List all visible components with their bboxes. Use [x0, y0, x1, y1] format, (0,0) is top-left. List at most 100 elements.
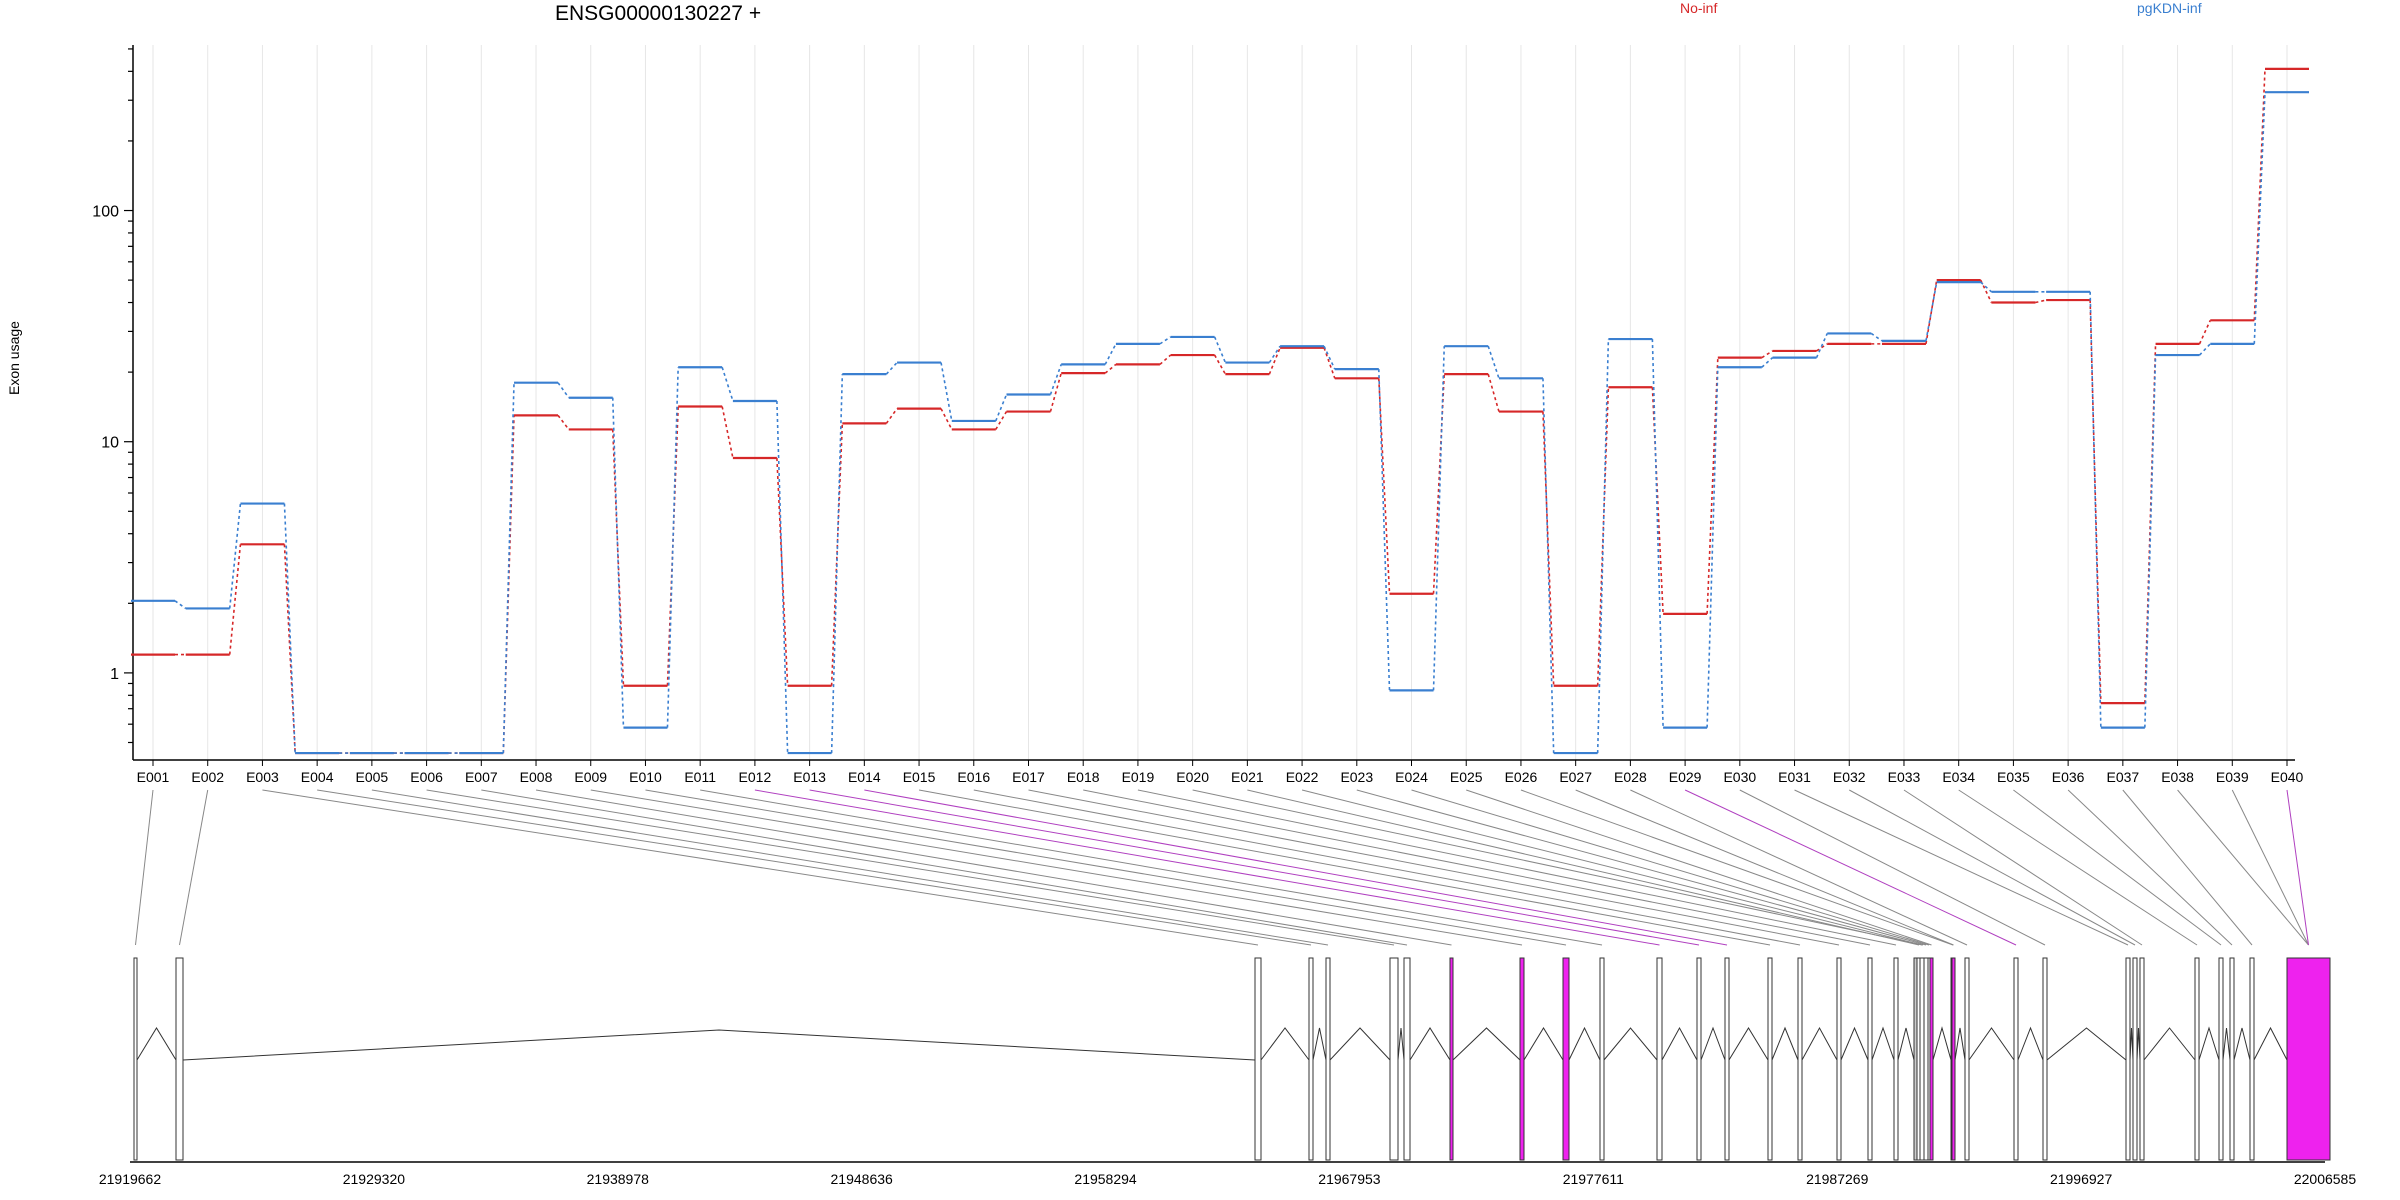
exon-connector-line: [1049, 364, 1062, 395]
exon-connector-line: [1159, 336, 1172, 345]
exon-box: [2125, 957, 2131, 1161]
exon-connector: [2067, 789, 2233, 946]
exon-connector: [317, 789, 1312, 946]
intron: [1771, 1026, 1799, 1061]
genome-tick-label: 21929320: [343, 1171, 406, 1187]
x-tick-label: E026: [1505, 769, 1538, 785]
exon-connector-line: [1323, 347, 1336, 379]
exon-connector-line: [1432, 374, 1446, 594]
exon-connector-line: [1268, 347, 1281, 375]
exon-connector-line: [611, 397, 625, 728]
exon-connector-line: [2253, 68, 2266, 321]
x-tick-label: E020: [1176, 769, 1209, 785]
y-axis: 1 10 100: [92, 45, 134, 760]
x-tick-label: E013: [793, 769, 826, 785]
exon-box: [1724, 957, 1730, 1161]
y-tick-label: 1: [110, 666, 119, 683]
x-tick-label: E011: [684, 769, 716, 785]
x-tick-label: E036: [2052, 769, 2085, 785]
exon-box: [133, 957, 138, 1161]
exon-connector: [1849, 789, 2136, 946]
exon-connector-line: [1651, 339, 1664, 728]
intron: [136, 1027, 177, 1061]
exon-connector-line: [1213, 354, 1227, 375]
genome-tick-label: 22006585: [2294, 1171, 2357, 1187]
x-tick-label: E024: [1395, 769, 1428, 785]
exon-connector: [1903, 789, 2143, 946]
x-tick-label: E035: [1997, 769, 2030, 785]
exon-box: [2042, 957, 2048, 1161]
exon-connector-line: [1596, 387, 1610, 686]
genome-tick-label: 21958294: [1074, 1171, 1137, 1187]
exon-connector-line: [1432, 346, 1446, 691]
x-tick-label: E016: [957, 769, 990, 785]
exon-connector: [1958, 789, 2198, 946]
exon-connector-line: [2198, 320, 2212, 345]
exon-connector-line: [1377, 378, 1391, 594]
exon-connector-line: [1980, 281, 1992, 293]
series-lines: [131, 67, 2309, 755]
exon-connector-line: [2198, 343, 2211, 356]
exon-box: [1449, 957, 1454, 1161]
genome-tick-label: 21996927: [2050, 1171, 2113, 1187]
exon-connector-line: [1706, 367, 1719, 728]
x-tick-label: E017: [1012, 769, 1045, 785]
exon-box: [2249, 957, 2255, 1161]
exon-connector-line: [2089, 291, 2102, 728]
x-tick-label: E019: [1122, 769, 1155, 785]
genome-tick-label: 21987269: [1806, 1171, 1869, 1187]
exon-box: [2194, 957, 2200, 1161]
exon-box: [1562, 957, 1570, 1161]
x-tick-label: E023: [1340, 769, 1373, 785]
exon-connector: [1247, 789, 1920, 946]
exon-connector: [1301, 789, 1923, 946]
x-tick-label: E004: [301, 769, 334, 785]
x-tick-label: E040: [2271, 769, 2304, 785]
x-tick-label: E005: [356, 769, 389, 785]
x-tick-label: E037: [2106, 769, 2139, 785]
intron: [2253, 1026, 2288, 1061]
genome-tick-label: 21938978: [587, 1171, 650, 1187]
x-tick-label: E006: [410, 769, 443, 785]
intron: [1897, 1027, 1915, 1061]
exon-connector: [1794, 789, 2129, 946]
x-tick-label: E003: [246, 769, 279, 785]
intron: [1728, 1027, 1769, 1061]
exon-connector-line: [1761, 350, 1773, 359]
exon-box: [2229, 957, 2235, 1161]
y-tick-label: 10: [101, 435, 119, 452]
exon-connector-line: [1979, 279, 1993, 303]
exon-connector-line: [1870, 332, 1883, 342]
exon-connector-line: [1651, 387, 1664, 614]
intron: [1312, 1027, 1327, 1061]
exon-connector-line: [502, 382, 515, 754]
exon-connector-line: [1049, 372, 1062, 412]
x-tick-label: E014: [848, 769, 881, 785]
x-axis: E001 E002 E003 E004 E005 E006 E007 E008 E009 E010…: [133, 759, 2304, 785]
intron: [2222, 1027, 2231, 1061]
x-tick-label: E021: [1231, 769, 1264, 785]
intron: [1932, 1026, 1952, 1061]
exon-box: [2286, 957, 2331, 1161]
exon-connector-line: [1323, 345, 1336, 370]
exon-connector-line: [885, 408, 898, 424]
exon-connector-line: [1104, 343, 1117, 365]
exon-connector-line: [174, 600, 187, 610]
exon-connector-line: [2144, 355, 2157, 728]
exon-box: [1836, 957, 1842, 1161]
exon-connector: [2231, 789, 2309, 946]
genome-tick-label: 21977611: [1563, 1171, 1624, 1187]
intron: [1871, 1026, 1895, 1061]
x-tick-label: E028: [1614, 769, 1647, 785]
exon-connector-line: [1925, 279, 1938, 344]
exon-connector: [1083, 789, 1871, 946]
exon-connector: [535, 789, 1452, 946]
x-tick-label: E008: [520, 769, 553, 785]
exon-connector: [135, 789, 154, 946]
x-tick-label: E027: [1559, 769, 1592, 785]
exon-connector-line: [666, 367, 679, 728]
exon-box: [1767, 957, 1773, 1161]
exon-connector: [1520, 789, 1954, 946]
x-tick-label: E010: [629, 769, 662, 785]
exon-connector-line: [2035, 299, 2047, 304]
